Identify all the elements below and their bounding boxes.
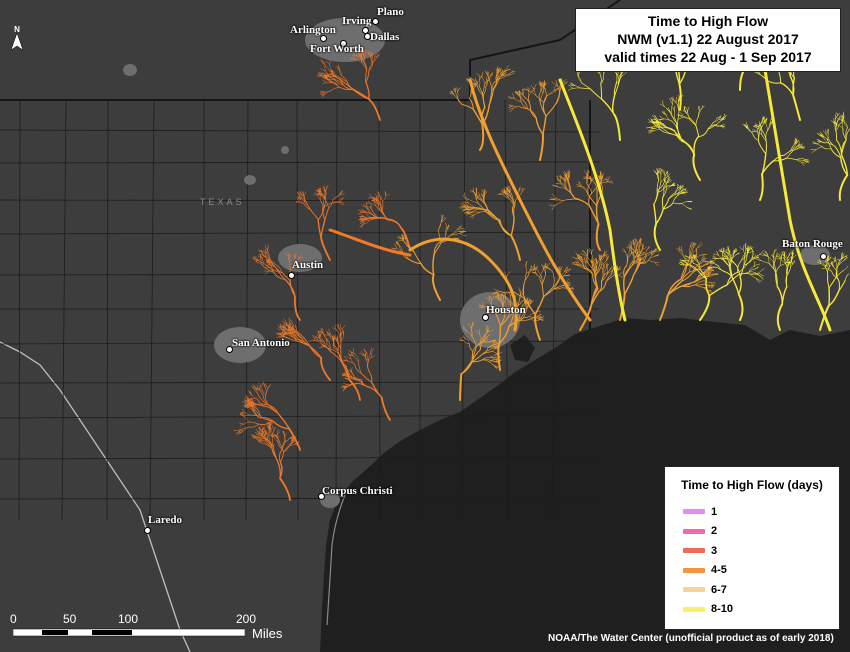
city-dot-corpus-christi	[318, 493, 325, 500]
city-label-plano: Plano	[377, 6, 404, 18]
legend-item: 2	[665, 522, 839, 542]
svg-text:N: N	[14, 25, 20, 34]
legend-item: 8-10	[665, 600, 839, 620]
legend-label: 2	[711, 525, 718, 538]
city-dot-austin	[288, 272, 295, 279]
city-dot-san-antonio	[226, 346, 233, 353]
scale-tick-0: 0	[10, 612, 17, 626]
legend-title: Time to High Flow (days)	[681, 478, 823, 492]
scale-unit: Miles	[252, 626, 283, 641]
title-line-1: Time to High Flow	[647, 13, 769, 29]
city-label-corpus-christi: Corpus Christi	[322, 485, 393, 497]
title-line-3: valid times 22 Aug - 1 Sep 2017	[604, 49, 812, 65]
city-dot-baton-rouge	[820, 253, 827, 260]
city-label-baton-rouge: Baton Rouge	[782, 238, 843, 250]
scale-bar	[13, 628, 245, 637]
city-label-houston: Houston	[486, 304, 526, 316]
state-label-texas: TEXAS	[200, 197, 245, 207]
legend-swatch	[683, 548, 705, 554]
legend-item: 4-5	[665, 561, 839, 581]
legend-swatch	[683, 606, 705, 612]
city-label-fort-worth: Fort Worth	[310, 43, 364, 55]
legend-swatch	[683, 587, 705, 593]
city-label-arlington: Arlington	[290, 24, 336, 36]
city-label-san-antonio: San Antonio	[232, 337, 290, 349]
city-label-dallas: Dallas	[370, 31, 400, 43]
legend-swatch	[683, 567, 705, 573]
title-line-2: NWM (v1.1) 22 August 2017	[617, 31, 799, 47]
city-dot-houston	[482, 314, 489, 321]
map-title-box: Time to High Flow NWM (v1.1) 22 August 2…	[575, 8, 841, 72]
city-dot-dallas	[364, 33, 371, 40]
legend-label: 1	[711, 505, 718, 518]
legend-label: 3	[711, 544, 718, 557]
city-dot-laredo	[144, 527, 151, 534]
scale-tick-50: 50	[63, 612, 77, 626]
city-dot-fort-worth	[340, 40, 347, 47]
city-label-austin: Austin	[292, 259, 324, 271]
credit-text: NOAA/The Water Center (unofficial produc…	[548, 633, 834, 644]
legend-swatch	[683, 509, 705, 515]
city-dot-plano	[372, 18, 379, 25]
legend-item: 3	[665, 541, 839, 561]
rio-grande	[0, 341, 191, 652]
city-label-laredo: Laredo	[148, 514, 183, 526]
city-label-irving: Irving	[342, 15, 372, 27]
legend-box: Time to High Flow (days) 1 2 3 4-5 6-7 8…	[664, 466, 840, 630]
legend-label: 4-5	[711, 564, 727, 577]
legend-item: 1	[665, 502, 839, 522]
scale-tick-100: 100	[118, 612, 139, 626]
legend-label: 6-7	[711, 583, 727, 596]
legend-item: 6-7	[665, 580, 839, 600]
barrier-island	[326, 494, 346, 626]
legend-label: 8-10	[711, 603, 734, 616]
legend-swatch	[683, 528, 705, 534]
scale-tick-200: 200	[236, 612, 257, 626]
city-dot-arlington	[320, 35, 327, 42]
